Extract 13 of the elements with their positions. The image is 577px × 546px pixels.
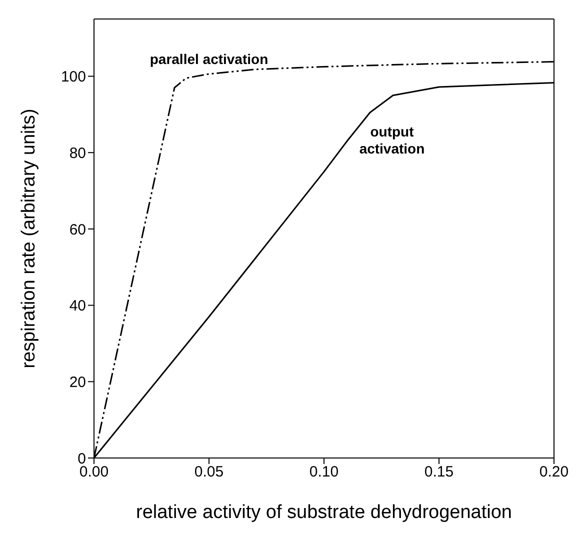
x-tick-label: 0.20: [539, 464, 569, 481]
y-tick-label: 20: [69, 374, 86, 391]
y-axis-title: respiration rate (arbitrary units): [18, 108, 40, 368]
y-tick-label: 80: [69, 144, 86, 162]
series-label: output activation: [359, 124, 425, 157]
y-tick-label: 100: [60, 68, 86, 86]
y-tick-label: 60: [69, 221, 86, 238]
x-tick-label: 0.10: [309, 464, 339, 481]
x-tick-label: 0.15: [424, 464, 454, 481]
y-tick-label: 40: [69, 298, 86, 315]
x-axis-title: relative activity of substrate dehydrogenation: [136, 502, 512, 523]
series-label: parallel activation: [150, 50, 268, 67]
x-tick-label: 0.05: [194, 464, 224, 481]
